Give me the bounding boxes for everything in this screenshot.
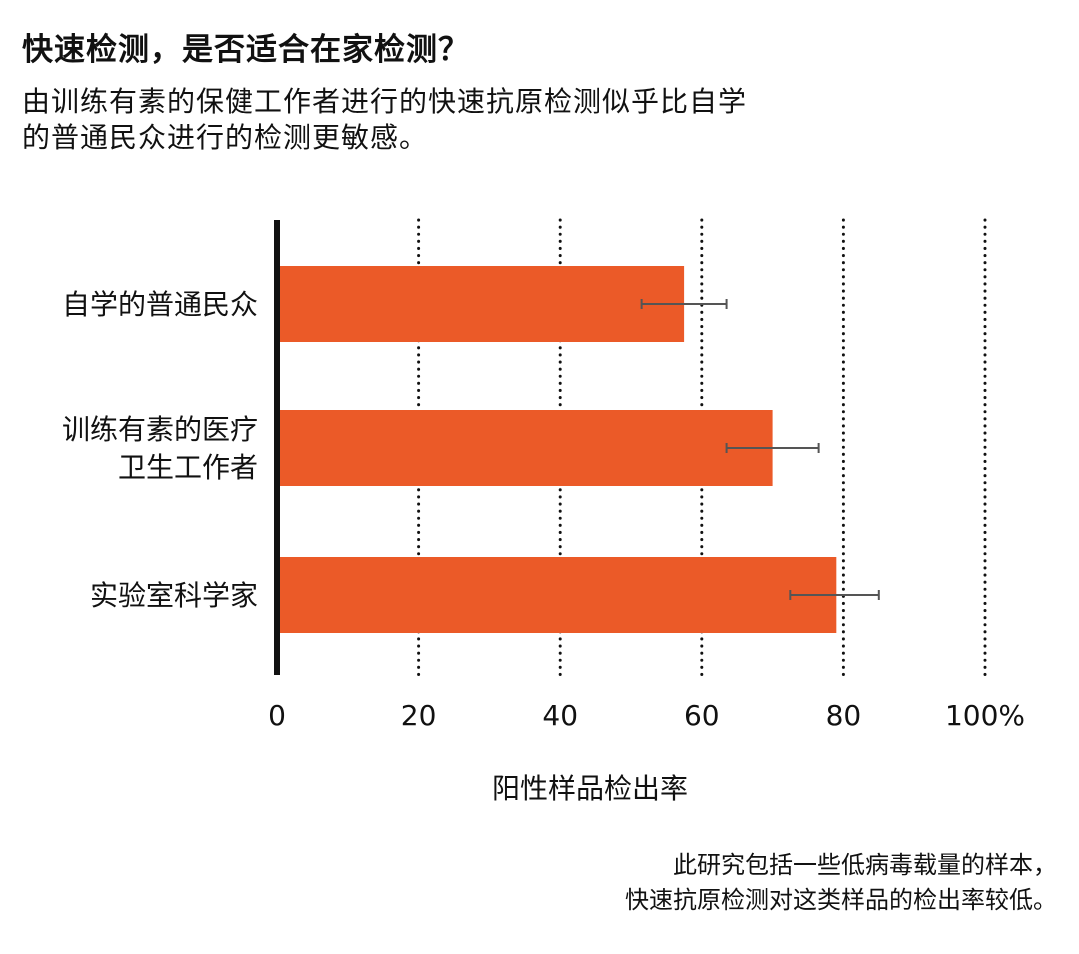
x-tick-label-0: 0 [268,699,286,732]
error-bar-2 [789,590,880,600]
x-tick-labels: 0 20 40 60 80 100% [268,699,1025,732]
category-label-1-line-0: 训练有素的医疗 [62,413,258,446]
footnote: 此研究包括一些低病毒载量的样本， 快速抗原检测对这类样品的检出率较低。 [625,848,1057,918]
chart-subtitle: 由训练有素的保健工作者进行的快速抗原检测似乎比自学 的普通民众进行的检测更敏感。 [22,84,747,156]
error-bars [640,299,880,600]
x-axis-label: 阳性样品检出率 [492,772,688,805]
category-label-2-line-0: 实验室科学家 [90,579,258,612]
x-tick-label-60: 60 [684,699,720,732]
footnote-line-1: 此研究包括一些低病毒载量的样本， [673,851,1057,879]
x-tick-label-40: 40 [542,699,578,732]
chart-title: 快速检测，是否适合在家检测？ [22,32,470,68]
bar-0 [277,266,685,342]
error-bar-1 [725,443,820,453]
bars [277,266,837,633]
category-label-0-line-0: 自学的普通民众 [62,288,258,321]
x-tick-label-20: 20 [401,699,437,732]
bar-2 [277,557,837,633]
x-axis-title: 阳性样品检出率 [492,772,688,805]
bar-1 [277,410,773,486]
footnote-line-2: 快速抗原检测对这类样品的检出率较低。 [625,886,1057,914]
x-tick-label-100: 100% [945,699,1025,732]
subtitle-line-1: 由训练有素的保健工作者进行的快速抗原检测似乎比自学 [22,85,748,118]
error-bar-0 [640,299,728,309]
category-label-1-line-1: 卫生工作者 [118,451,258,484]
x-tick-label-80: 80 [826,699,862,732]
subtitle-line-2: 的普通民众进行的检测更敏感。 [22,121,429,154]
